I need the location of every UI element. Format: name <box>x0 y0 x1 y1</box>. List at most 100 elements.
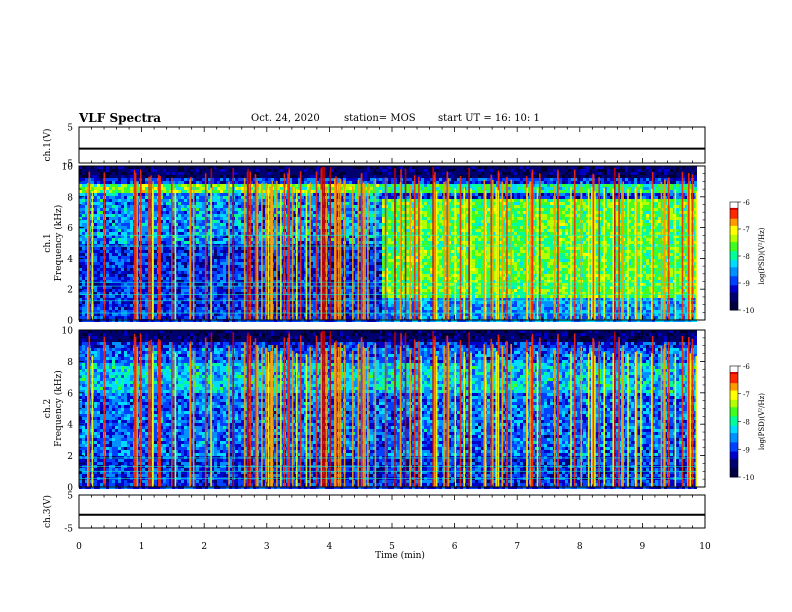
sferic-streak <box>352 186 354 320</box>
sferic-streak <box>529 346 531 487</box>
y-axis-label: ch.1(V) <box>42 129 53 162</box>
colorbar-tick-label: -8 <box>743 253 750 261</box>
sferic-streak <box>316 336 318 487</box>
sferic-streak <box>539 337 541 487</box>
sferic-streak <box>323 331 325 487</box>
sferic-streak <box>175 188 177 320</box>
sferic-streak <box>468 332 470 487</box>
sferic-streak <box>418 341 420 487</box>
sferic-streak <box>135 337 137 487</box>
sferic-streak <box>158 339 160 487</box>
sferic-streak <box>87 347 89 487</box>
colorbar-tick-label: -9 <box>743 446 750 454</box>
colorbar-cell <box>730 202 738 204</box>
sferic-streak <box>244 178 246 320</box>
sferic-streak <box>436 356 438 487</box>
sferic-streak <box>506 341 508 487</box>
sferic-streak <box>171 178 173 320</box>
sferic-streak <box>621 187 623 320</box>
sferic-streak <box>363 347 365 487</box>
x-tick-label: 10 <box>699 542 711 552</box>
sferic-streak <box>495 187 497 320</box>
sferic-streak <box>675 354 677 487</box>
sferic-streak <box>463 187 465 320</box>
sferic-streak <box>205 173 207 320</box>
y-tick-label: 6 <box>67 389 73 399</box>
sferic-streak <box>651 189 653 320</box>
sferic-streak <box>510 180 512 320</box>
sferic-streak <box>483 344 485 487</box>
y-tick-label: 2 <box>67 452 73 462</box>
sferic-streak <box>532 334 534 487</box>
sferic-streak <box>622 181 624 320</box>
sferic-streak <box>661 182 663 320</box>
sferic-streak <box>193 186 195 320</box>
y-axis-label: ch.2 <box>43 399 53 418</box>
sferic-streak <box>537 188 539 320</box>
sferic-streak <box>344 180 346 320</box>
sferic-streak <box>306 354 308 487</box>
y-tick-label: 10 <box>62 327 74 337</box>
sferic-streak <box>414 175 416 320</box>
sferic-streak <box>104 337 106 487</box>
sferic-streak <box>255 338 257 487</box>
sferic-streak <box>594 356 596 487</box>
sferic-streak <box>148 177 150 320</box>
sferic-streak <box>502 346 504 487</box>
sferic-streak <box>622 346 624 487</box>
sferic-streak <box>460 176 462 320</box>
sferic-streak <box>361 339 363 487</box>
sferic-streak <box>470 188 472 320</box>
y-tick-label: 2 <box>67 286 73 296</box>
sferic-streak <box>490 175 492 320</box>
x-axis-label: Time (min) <box>375 550 425 561</box>
sferic-streak <box>661 346 663 487</box>
sferic-streak <box>284 337 286 487</box>
y-tick-label: 5 <box>67 492 73 502</box>
sferic-streak <box>338 347 340 487</box>
sferic-streak <box>614 168 616 320</box>
axes-frame <box>79 127 705 163</box>
sferic-streak <box>309 347 311 487</box>
sferic-streak <box>640 189 642 320</box>
axes-ch1-0: 5-5ch.1(V) <box>42 124 705 170</box>
sferic-streak <box>334 342 336 487</box>
colorbar-cell <box>730 366 738 368</box>
sferic-streak <box>385 177 387 320</box>
sferic-streak <box>557 334 559 487</box>
sferic-streak <box>268 187 270 320</box>
sferic-streak <box>255 174 257 320</box>
sferic-streak <box>322 331 324 487</box>
sferic-streak <box>581 346 583 487</box>
sferic-streak <box>618 340 620 487</box>
sferic-streak <box>682 336 684 487</box>
sferic-streak <box>614 332 616 487</box>
colorbar-tick-label: -10 <box>743 474 754 482</box>
sferic-streak <box>150 340 152 487</box>
sferic-streak <box>598 341 600 487</box>
sferic-streak <box>140 169 142 320</box>
y-tick-label: 6 <box>67 224 73 234</box>
sferic-streak <box>443 346 445 487</box>
sferic-streak <box>603 188 605 320</box>
y-axis-label: ch.3(V) <box>42 495 53 528</box>
sferic-streak <box>492 344 494 487</box>
sferic-streak <box>448 343 450 487</box>
sferic-streak <box>394 168 396 320</box>
sferic-streak <box>529 182 531 320</box>
axes-ch3-3: 5-5ch.3(V) <box>42 492 705 535</box>
sferic-streak <box>334 178 336 320</box>
y-tick-label: 10 <box>62 163 74 173</box>
sferic-streak <box>502 182 504 320</box>
sferic-streak <box>394 332 396 487</box>
x-tick-label: 6 <box>452 542 458 552</box>
x-tick-label: 3 <box>264 542 270 552</box>
sferic-streak <box>434 182 436 320</box>
sferic-streak <box>150 176 152 320</box>
x-tick-label: 0 <box>76 542 82 552</box>
sferic-streak <box>276 345 278 487</box>
sferic-streak <box>358 180 360 320</box>
